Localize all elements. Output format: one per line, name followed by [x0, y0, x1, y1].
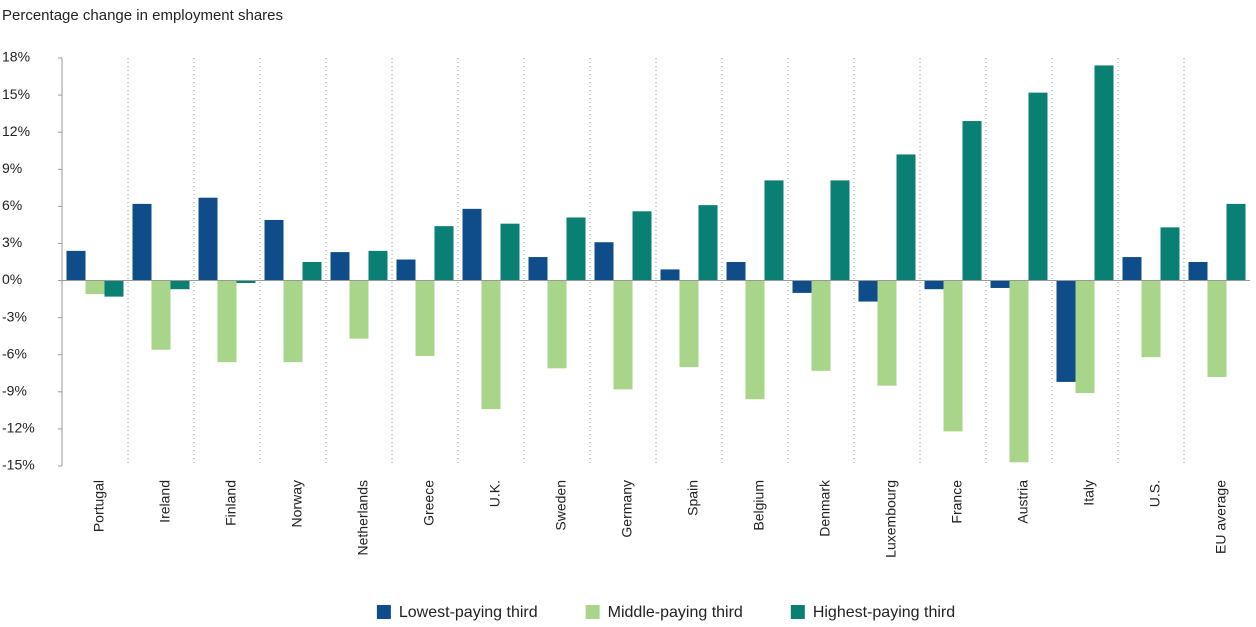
legend: Lowest-paying third Middle-paying third Hi… [376, 604, 955, 621]
y-tick-label: 0% [2, 271, 22, 287]
bar [481, 280, 501, 410]
bar [1160, 227, 1180, 281]
x-tick-label: Norway [289, 480, 305, 527]
bar [962, 121, 982, 281]
bar [896, 154, 916, 281]
bar [283, 280, 303, 363]
bar [368, 250, 388, 281]
bar [1056, 280, 1076, 382]
bar [85, 280, 105, 295]
x-tick-label: Italy [1081, 480, 1097, 506]
bar [1226, 203, 1246, 281]
y-tick-label: -15% [2, 457, 35, 473]
x-tick-label: Luxembourg [883, 480, 899, 558]
bar [698, 205, 718, 281]
x-tick-label: Greece [421, 480, 437, 526]
bar [1075, 280, 1095, 394]
y-tick-label: -9% [2, 383, 27, 399]
y-tick-label: 12% [2, 123, 30, 139]
y-tick-label: -12% [2, 420, 35, 436]
bar [764, 180, 784, 281]
x-tick-label: U.S. [1147, 480, 1163, 507]
bar [594, 242, 614, 281]
bar [830, 180, 850, 281]
bar [1188, 262, 1208, 281]
bar [132, 203, 152, 281]
bar [198, 197, 218, 281]
bar [302, 262, 322, 281]
bar [547, 280, 567, 369]
bar [1122, 257, 1142, 281]
x-tick-label: France [949, 480, 965, 524]
y-tick-label: 9% [2, 160, 22, 176]
x-tick-label: Ireland [157, 480, 173, 523]
x-tick-label: Denmark [817, 479, 833, 537]
bar [104, 280, 124, 297]
bar [528, 257, 548, 281]
bar [792, 280, 812, 293]
x-tick-label: Portugal [91, 480, 107, 532]
bar [236, 280, 256, 284]
legend-swatch [376, 605, 391, 619]
y-tick-label: 15% [2, 86, 30, 102]
bar [613, 280, 633, 390]
bar [330, 252, 350, 281]
bar [66, 250, 86, 281]
y-tick-label: 3% [2, 234, 22, 250]
bar [660, 269, 680, 281]
x-tick-label: EU average [1213, 480, 1229, 554]
bar [877, 280, 897, 386]
bar [396, 259, 416, 281]
bar [1009, 280, 1029, 463]
legend-swatch [790, 605, 805, 619]
legend-swatch [585, 605, 600, 619]
legend-label: Highest-paying third [813, 604, 955, 621]
bar [434, 226, 454, 281]
x-tick-label: U.K. [487, 480, 503, 507]
bar [500, 223, 520, 281]
bar [1028, 92, 1048, 281]
bar [1141, 280, 1161, 358]
bar [811, 280, 831, 371]
bar [990, 280, 1010, 288]
bar [415, 280, 435, 356]
bar [264, 219, 284, 281]
y-tick-label: 6% [2, 197, 22, 213]
legend-label: Middle-paying third [608, 604, 743, 621]
legend-label: Lowest-paying third [399, 604, 538, 621]
bar [726, 262, 746, 281]
bar [349, 280, 369, 339]
x-tick-label: Germany [619, 480, 635, 538]
bar [462, 208, 482, 281]
bar [1094, 65, 1114, 281]
x-tick-label: Sweden [553, 480, 569, 531]
bar [151, 280, 171, 350]
x-tick-label: Finland [223, 480, 239, 526]
bar [858, 280, 878, 302]
bar [217, 280, 237, 363]
x-tick-label: Austria [1015, 480, 1031, 524]
bar [924, 280, 944, 290]
bar [566, 217, 586, 281]
y-tick-label: -6% [2, 345, 27, 361]
x-tick-label: Belgium [751, 480, 767, 531]
bar [632, 211, 652, 281]
y-tick-label: 18% [2, 49, 30, 65]
x-tick-label: Netherlands [355, 480, 371, 556]
bar [679, 280, 699, 368]
bar [943, 280, 963, 432]
chart-title: Percentage change in employment shares [2, 7, 283, 24]
bar [170, 280, 190, 290]
bar [1207, 280, 1227, 377]
x-tick-label: Spain [685, 480, 701, 516]
bar [745, 280, 765, 400]
y-tick-label: -3% [2, 308, 27, 324]
